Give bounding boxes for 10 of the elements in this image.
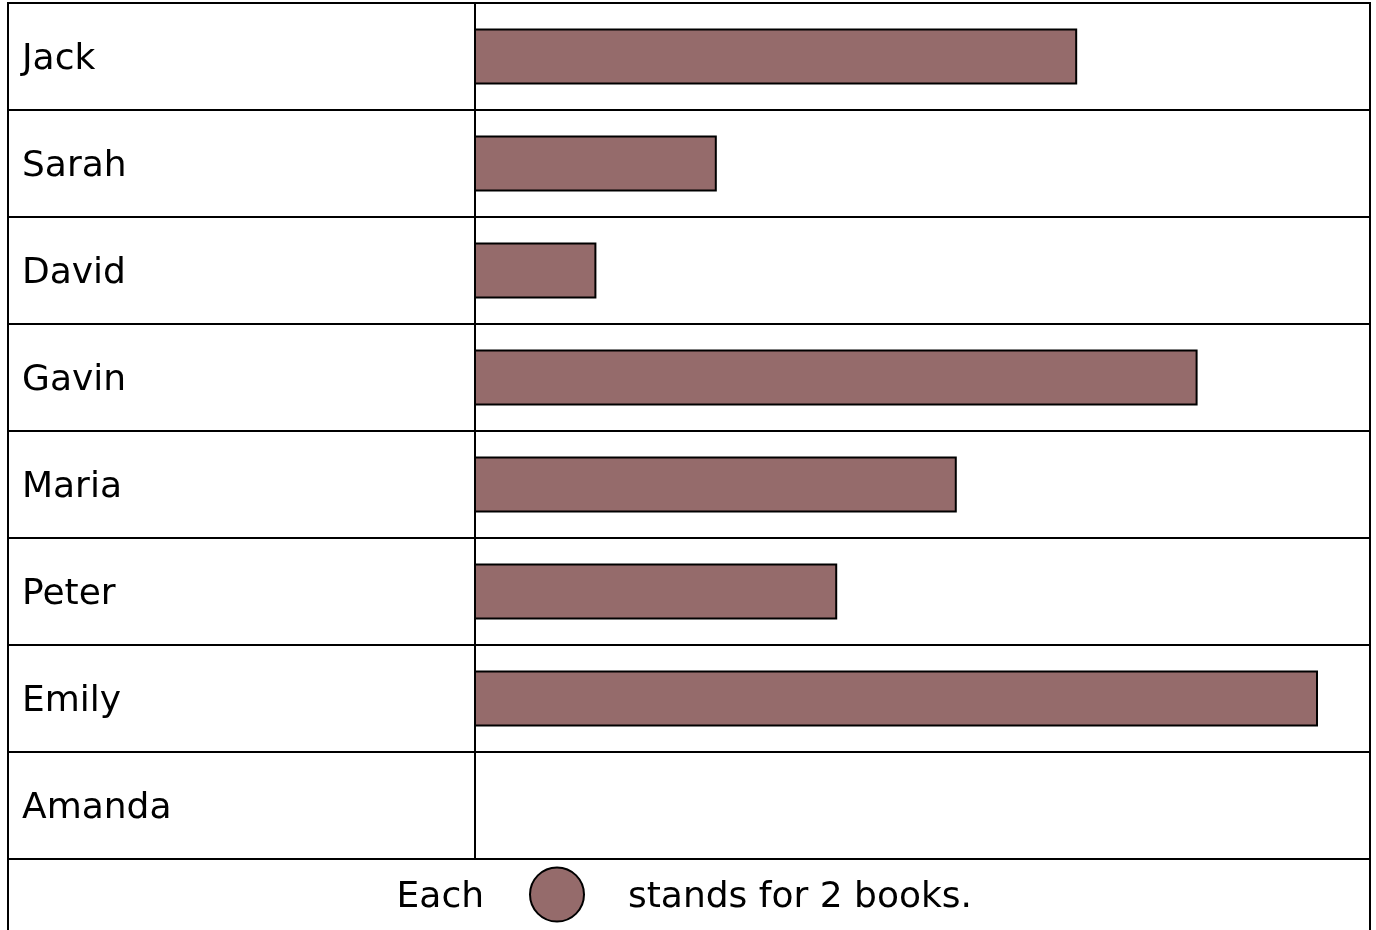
y-tick-label: Emily [22,678,122,719]
text: Each [396,874,484,915]
y-tick-label: David [22,250,126,291]
y-tick-label: Maria [22,464,122,505]
y-tick-label: Jack [20,36,96,77]
text: stands for 2 books. [628,874,973,915]
y-tick-label: Peter [22,571,116,612]
y-tick-label: Amanda [22,785,172,826]
y-tick-label: Gavin [22,357,127,398]
y-tick-label: Sarah [22,143,127,184]
